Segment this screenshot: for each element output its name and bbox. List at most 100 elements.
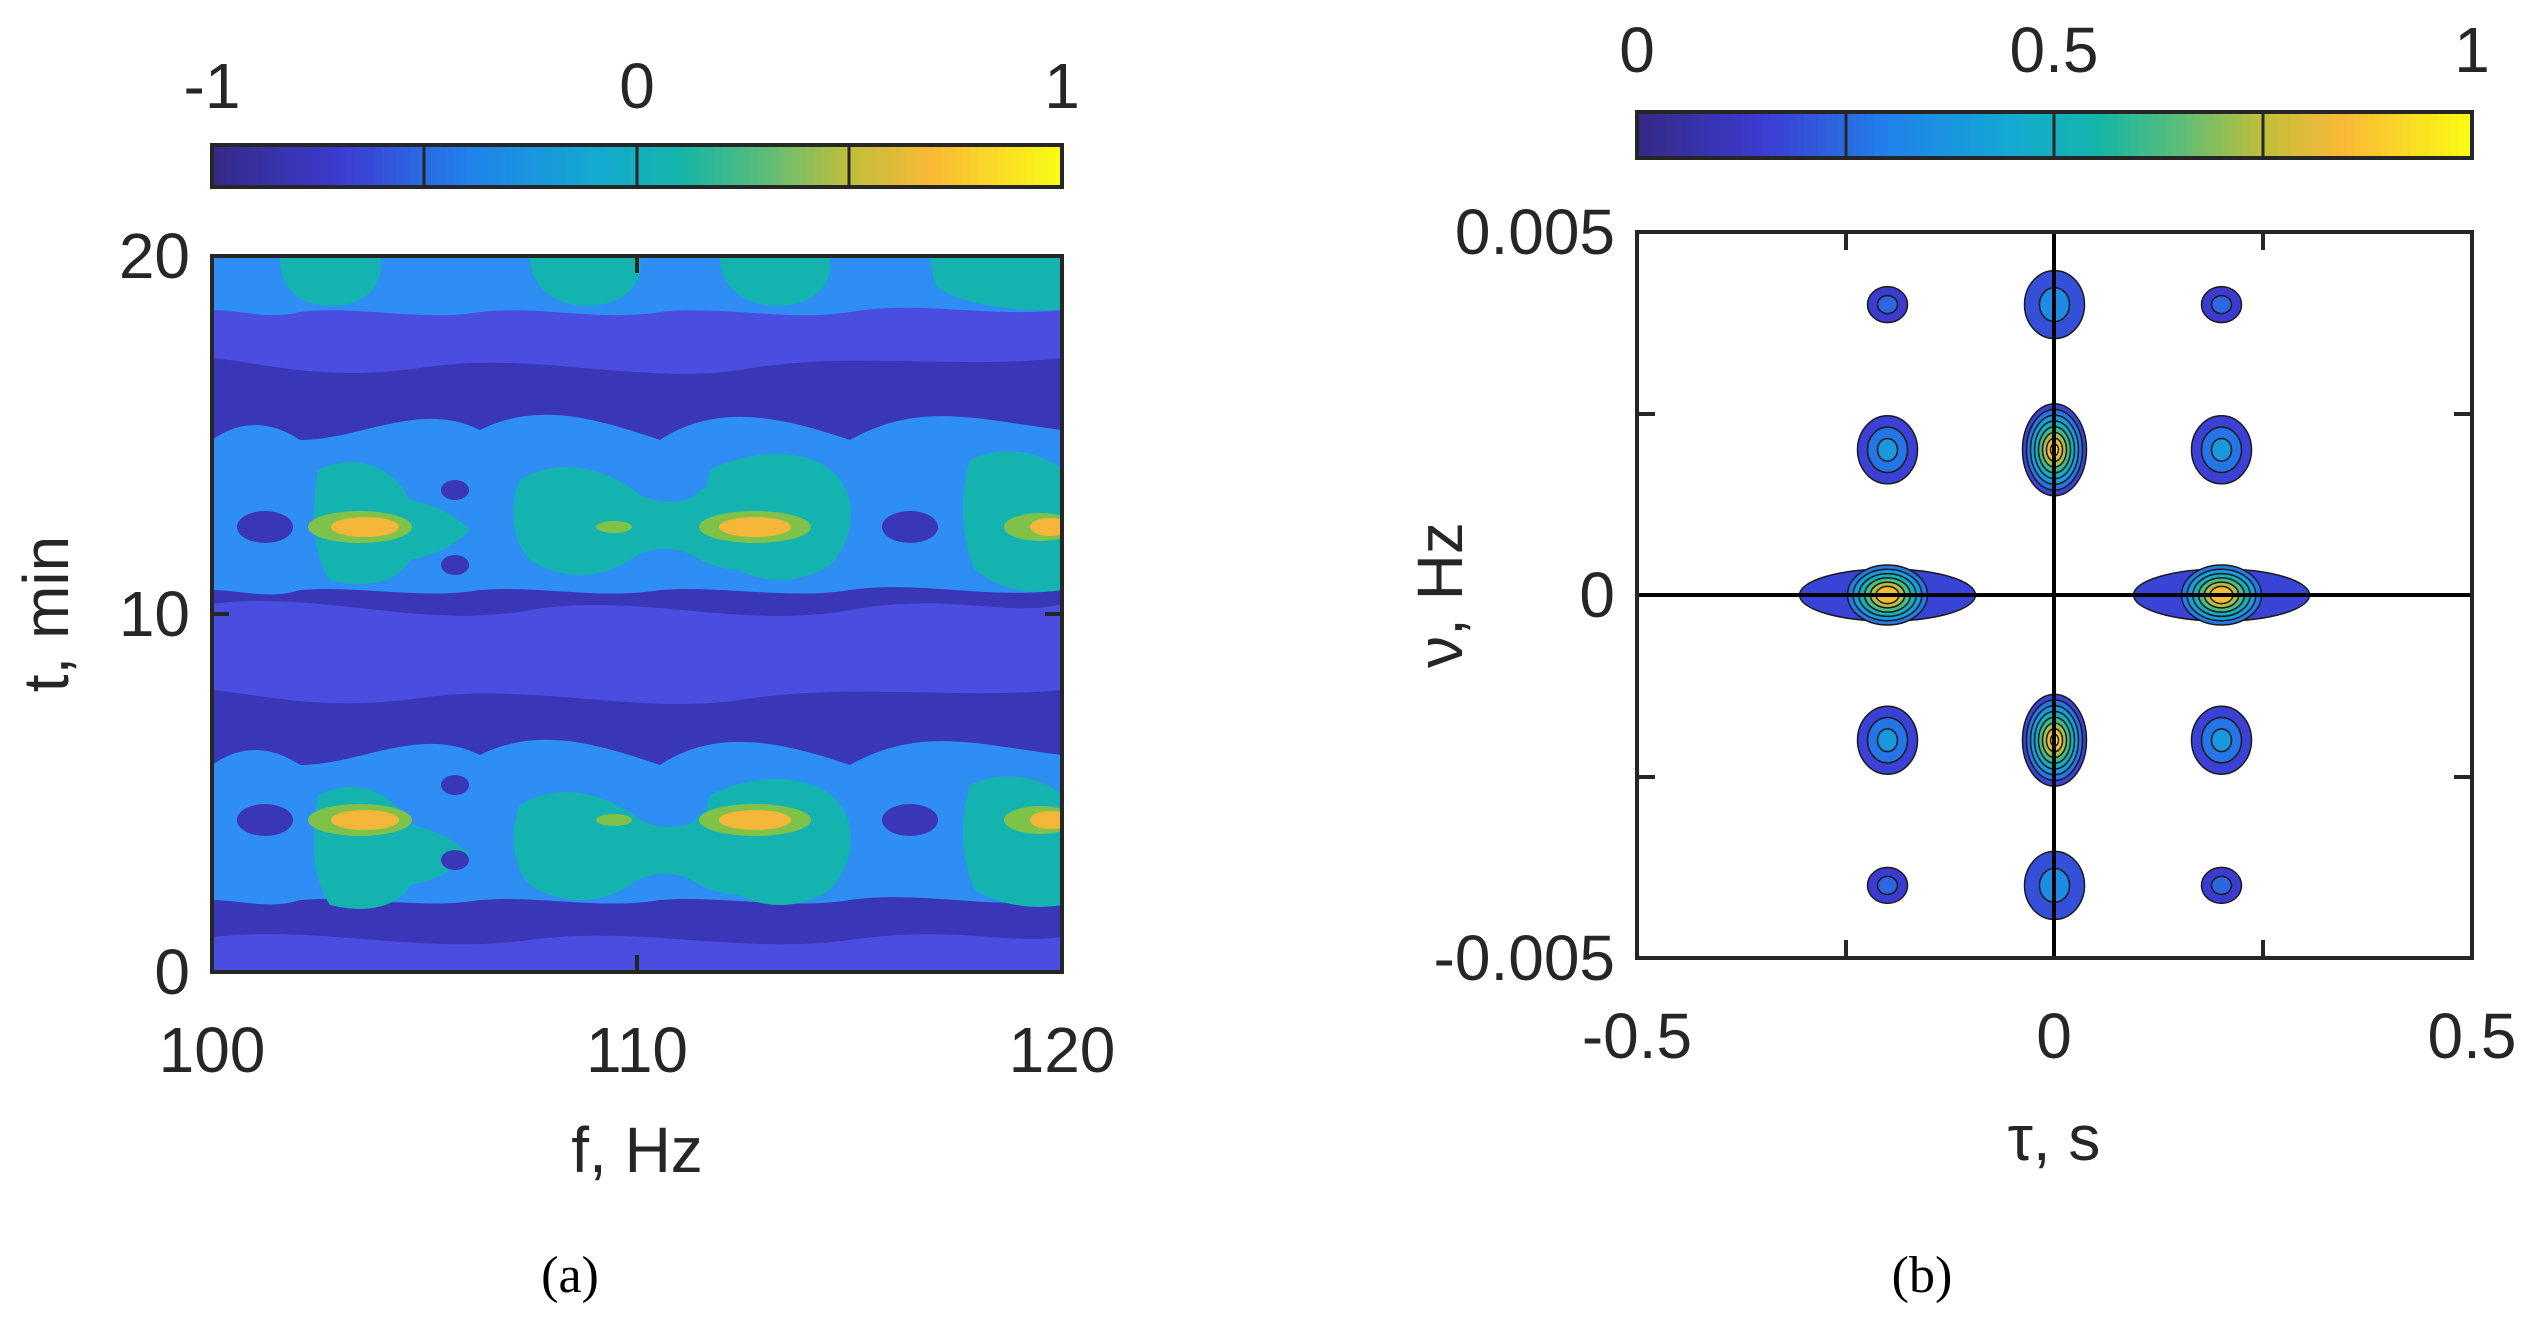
contour-lobe (706, 778, 851, 905)
colorbar-swatch (2458, 112, 2467, 158)
colorbar-swatch (998, 145, 1007, 187)
colorbar-swatch (2040, 112, 2049, 158)
plot-area-a (212, 256, 1062, 972)
colorbar-swatch (778, 145, 787, 187)
colorbar-swatch (1727, 112, 1736, 158)
colorbar-swatch (842, 145, 851, 187)
colorbar-swatch (2026, 112, 2035, 158)
colorbar-swatch (2144, 112, 2153, 158)
x-tick-a: 110 (586, 1014, 688, 1086)
panel-b: 0 0.5 1 -0.5 0 0.5 -0.005 0 0.005 τ, s ν… (1404, 14, 2516, 1304)
colorbar-swatch (821, 145, 830, 187)
colorbar-swatch (2325, 112, 2334, 158)
colorbar-swatch (1026, 145, 1035, 187)
colorbar-swatch (2096, 112, 2105, 158)
colorbar-swatch (544, 145, 553, 187)
colorbar-swatch (2172, 112, 2181, 158)
colorbar-swatch (615, 145, 624, 187)
colorbar-swatch (2193, 112, 2202, 158)
colorbar-swatch (920, 145, 929, 187)
colorbar-swatch (707, 145, 716, 187)
colorbar-swatch (1887, 112, 1896, 158)
contour-band (212, 258, 1062, 316)
colorbar-swatch (899, 145, 908, 187)
colorbar-swatch (2437, 112, 2446, 158)
colorbar-swatch (1810, 112, 1819, 158)
colorbar-swatch (622, 145, 631, 187)
colorbar-swatch (644, 145, 653, 187)
contour-trough (882, 511, 938, 543)
colorbar-swatch (2298, 112, 2306, 158)
colorbar-swatch (863, 145, 872, 187)
colorbar-swatch (814, 145, 823, 187)
colorbar-swatch (629, 145, 638, 187)
colorbar-swatch (297, 145, 306, 187)
colorbar-swatch (587, 145, 596, 187)
x-tick-b: 0 (2036, 1000, 2072, 1072)
colorbar-swatch (2256, 112, 2265, 158)
colorbar-swatch (2117, 112, 2126, 158)
colorbar-swatch (2124, 112, 2133, 158)
colorbar-swatch (608, 145, 617, 187)
plot-frame-b (1635, 230, 2474, 960)
colorbar-swatch (906, 145, 915, 187)
colorbar-swatch (1005, 145, 1014, 187)
colorbar-swatch (2179, 112, 2188, 158)
colorbar-swatch (2451, 112, 2460, 158)
colorbar-swatch (785, 145, 794, 187)
colorbar-swatch (566, 145, 575, 187)
contour-lobe (280, 258, 381, 306)
colorbar-swatch (573, 145, 582, 187)
contour-lobe (530, 258, 641, 306)
colorbar-swatch (2402, 112, 2411, 158)
y-tick-b: 0.005 (1455, 196, 1615, 268)
colorbar-swatch (2284, 112, 2293, 158)
colorbar-swatch (2465, 112, 2473, 158)
colorbar-swatch (2207, 112, 2216, 158)
colorbar-swatch (1790, 112, 1799, 158)
colorbar-swatch (2416, 112, 2425, 158)
colorbar-swatch (2318, 112, 2327, 158)
colorbar-swatch (2374, 112, 2383, 158)
contour-peak (2210, 875, 2233, 896)
colorbar-swatch (2235, 112, 2244, 158)
colorbar-swatch (2214, 112, 2223, 158)
colorbar-swatch (233, 145, 242, 187)
colorbar-a-tick: -1 (184, 50, 241, 122)
x-axis-label-a: f, Hz (571, 1114, 703, 1186)
ticks-b (1637, 232, 2472, 958)
colorbar-swatch (1804, 112, 1812, 158)
contour-peak (1876, 437, 1899, 462)
colorbar-swatch (1866, 112, 1875, 158)
caption-b: (b) (1892, 1247, 1953, 1304)
contour-peak (719, 810, 791, 830)
colorbar-swatch (2075, 112, 2084, 158)
colorbar-swatch (1943, 112, 1952, 158)
contour-trough (441, 480, 469, 500)
colorbar-swatch (2367, 112, 2376, 158)
colorbar-swatch (984, 145, 993, 187)
contour-peak (1876, 875, 1899, 896)
colorbar-swatch (431, 145, 440, 187)
colorbar-swatch (474, 145, 483, 187)
contour-trough (441, 775, 469, 795)
colorbar-swatch (2221, 112, 2230, 158)
contour-trough (441, 850, 469, 870)
colorbar-swatch (1894, 112, 1903, 158)
colorbar-swatch (311, 145, 320, 187)
colorbar-swatch (452, 145, 461, 187)
colorbar-swatch (693, 145, 702, 187)
colorbar-swatch (2186, 112, 2195, 158)
contour-trough (237, 804, 293, 836)
colorbar-swatch (1971, 112, 1979, 158)
colorbar-swatch (2151, 112, 2160, 158)
colorbar-swatch (1720, 112, 1729, 158)
colorbar-swatch (1741, 112, 1750, 158)
colorbar-swatch (445, 145, 454, 187)
panel-a: -1 0 1 (10, 50, 1115, 1304)
colorbar-swatch (481, 145, 490, 187)
colorbar-swatch (2005, 112, 2014, 158)
colorbar-swatch (403, 145, 412, 187)
colorbar-swatch (1637, 112, 1645, 158)
colorbar-swatch (2068, 112, 2077, 158)
